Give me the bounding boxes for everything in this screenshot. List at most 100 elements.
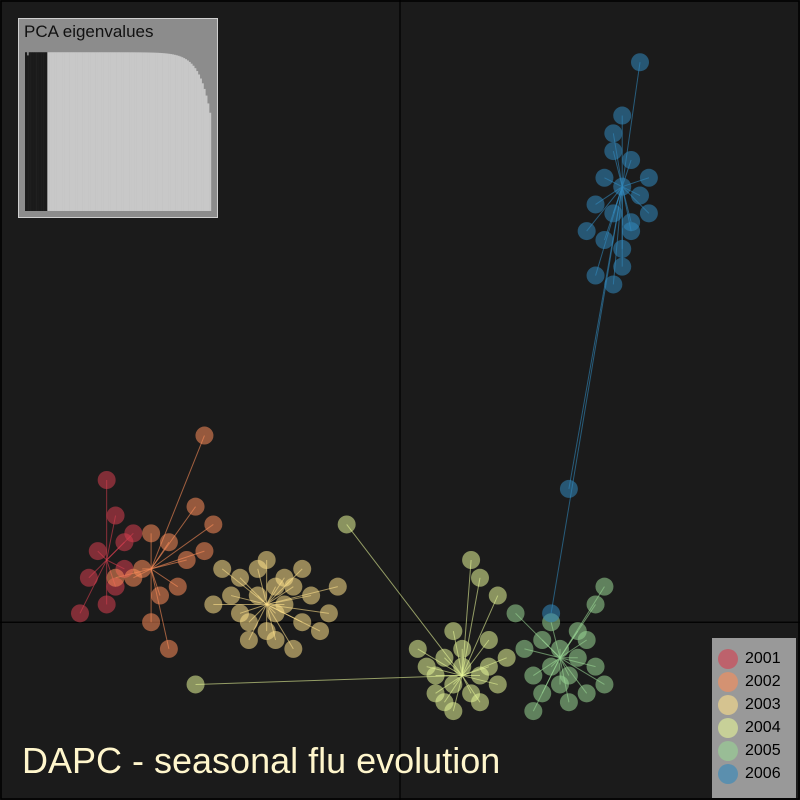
eigenvalue-bar bbox=[127, 52, 130, 212]
data-point-2003 bbox=[328, 577, 347, 596]
data-point-2004 bbox=[444, 675, 463, 694]
eigenvalue-bar bbox=[41, 52, 44, 211]
eigenvalue-bar bbox=[60, 52, 63, 211]
data-point-2001 bbox=[71, 604, 89, 623]
eigenvalue-bar bbox=[168, 53, 171, 212]
data-point-2004 bbox=[417, 657, 436, 676]
eigenvalue-bar bbox=[106, 52, 109, 211]
data-point-2004 bbox=[471, 693, 489, 712]
eigenvalue-bar bbox=[190, 63, 193, 212]
eigenvalue-bar bbox=[199, 78, 202, 212]
data-point-2006 bbox=[631, 53, 649, 72]
eigenvalue-bar bbox=[97, 52, 100, 212]
eigenvalue-bar bbox=[86, 52, 89, 211]
data-point-2005 bbox=[542, 657, 561, 676]
eigenvalue-bar bbox=[138, 52, 141, 211]
eigenvalue-bar bbox=[157, 52, 160, 212]
spoke-line-2004 bbox=[195, 675, 463, 685]
eigenvalue-bar bbox=[145, 52, 148, 211]
eigenvalue-bar bbox=[170, 54, 173, 212]
eigenvalue-bar bbox=[181, 57, 184, 211]
eigenvalue-bar bbox=[69, 52, 72, 211]
eigenvalue-bar bbox=[153, 52, 156, 211]
legend-label: 2004 bbox=[745, 719, 781, 736]
eigenvalue-bar bbox=[104, 52, 108, 211]
eigenvalue-bar bbox=[197, 74, 201, 211]
data-point-2006 bbox=[604, 142, 623, 161]
eigenvalue-bar bbox=[77, 52, 80, 211]
legend-label: 2005 bbox=[745, 742, 781, 759]
spoke-line-2002 bbox=[150, 524, 214, 570]
data-point-2003 bbox=[266, 577, 285, 596]
data-point-2002 bbox=[124, 568, 143, 587]
spoke-line-2006 bbox=[586, 186, 623, 232]
data-point-2004 bbox=[337, 515, 356, 534]
legend-swatch bbox=[718, 718, 738, 738]
data-point-2003 bbox=[302, 586, 321, 605]
eigenvalue-bar bbox=[51, 52, 54, 211]
chart-title: DAPC - seasonal flu evolution bbox=[22, 740, 501, 781]
eigenvalue-bar bbox=[142, 52, 145, 212]
eigenvalue-bar bbox=[32, 52, 35, 212]
eigenvalue-bar bbox=[186, 60, 189, 211]
legend-label: 2001 bbox=[745, 650, 781, 667]
eigenvalue-bar bbox=[118, 52, 121, 211]
data-point-2006 bbox=[604, 124, 623, 143]
spoke-line-2002 bbox=[150, 435, 205, 570]
eigenvalue-bar bbox=[99, 52, 102, 212]
data-point-2005 bbox=[586, 657, 605, 676]
data-point-2003 bbox=[204, 595, 223, 614]
eigenvalue-bar bbox=[49, 52, 52, 211]
data-point-2006 bbox=[622, 222, 641, 241]
data-point-2003 bbox=[222, 586, 241, 605]
eigenvalue-bar bbox=[129, 52, 132, 211]
eigenvalue-bar bbox=[75, 52, 78, 211]
data-point-2006 bbox=[542, 604, 561, 623]
data-point-2006 bbox=[577, 222, 596, 241]
data-point-2003 bbox=[266, 631, 285, 649]
eigenvalue-bar bbox=[203, 88, 206, 211]
eigenvalue-bar bbox=[110, 52, 113, 212]
data-point-2006 bbox=[613, 177, 632, 196]
eigenvalue-bar bbox=[151, 52, 154, 212]
legend-label: 2006 bbox=[745, 765, 781, 782]
data-point-2002 bbox=[168, 577, 187, 596]
data-point-2002 bbox=[195, 542, 214, 561]
data-point-2004 bbox=[488, 586, 507, 605]
data-point-2006 bbox=[595, 168, 614, 187]
eigenvalue-bar bbox=[84, 52, 87, 211]
data-point-2003 bbox=[319, 604, 338, 623]
eigenvalue-bar bbox=[121, 52, 124, 212]
legend-item-2003: 2003 bbox=[718, 694, 781, 716]
data-point-2005 bbox=[586, 595, 605, 614]
data-point-2005 bbox=[595, 577, 614, 596]
legend-swatch bbox=[718, 695, 738, 715]
data-point-2005 bbox=[568, 648, 587, 667]
data-point-2006 bbox=[613, 257, 632, 276]
data-point-2002 bbox=[195, 426, 214, 445]
eigenvalue-bar bbox=[171, 54, 174, 211]
eigenvalue-bar bbox=[177, 55, 180, 211]
data-point-2003 bbox=[231, 568, 249, 587]
data-point-2003 bbox=[293, 559, 312, 578]
data-point-2003 bbox=[257, 551, 276, 569]
eigenvalue-bar bbox=[116, 52, 119, 212]
eigenvalue-bar bbox=[166, 53, 169, 211]
spoke-line-2006 bbox=[550, 186, 623, 614]
data-point-2004 bbox=[462, 551, 481, 569]
legend-swatch bbox=[718, 649, 738, 669]
data-point-2005 bbox=[533, 631, 552, 649]
data-point-2005 bbox=[595, 675, 614, 694]
legend: 2001 2002 2003 2004 2005 2006 bbox=[712, 638, 796, 798]
eigenvalue-bar bbox=[149, 52, 152, 211]
eigenvalue-bar bbox=[134, 52, 137, 212]
data-point-2004 bbox=[488, 675, 507, 694]
data-point-2001 bbox=[79, 568, 98, 587]
data-point-2003 bbox=[239, 631, 258, 649]
eigenvalue-bar bbox=[103, 52, 106, 212]
eigenvalue-bar bbox=[90, 52, 93, 211]
data-point-2004 bbox=[453, 639, 472, 658]
data-point-2003 bbox=[213, 559, 232, 578]
pca-eigenvalues-inset: PCA eigenvalues bbox=[18, 18, 218, 218]
